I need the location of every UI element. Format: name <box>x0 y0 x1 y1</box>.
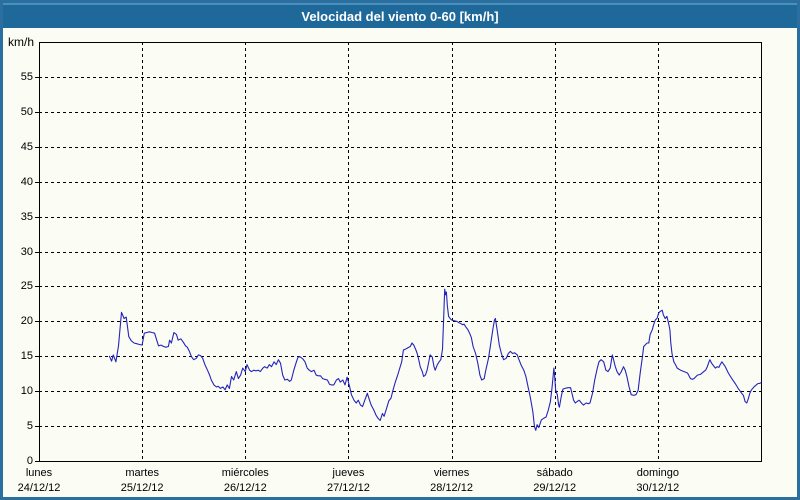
day-name: lunes <box>25 467 53 479</box>
wind-speed-series <box>108 288 762 431</box>
day-date: 30/12/12 <box>636 482 680 494</box>
y-tick-label: 40 <box>20 175 33 188</box>
y-tick-label: 20 <box>20 315 33 328</box>
day-name: jueves <box>332 467 365 479</box>
wind-speed-chart <box>35 42 762 462</box>
x-day-label: martes 25/12/12 <box>121 466 164 496</box>
day-date: 28/12/12 <box>430 482 473 494</box>
x-day-label: jueves 27/12/12 <box>327 466 370 496</box>
chart-title: Velocidad del viento 0-60 [km/h] <box>301 9 499 24</box>
day-name: domingo <box>636 467 679 479</box>
day-date: 25/12/12 <box>120 482 164 494</box>
y-axis-unit-label: km/h <box>7 35 34 49</box>
day-name: martes <box>125 467 159 479</box>
chart-area: 0 5 10 15 20 25 30 35 40 45 50 55 lunes 24/12/12 marte… <box>3 28 797 497</box>
y-tick-label: 55 <box>20 70 33 83</box>
day-name: sábado <box>536 467 573 479</box>
x-day-label: lunes 24/12/12 <box>18 466 61 496</box>
day-date: 26/12/12 <box>223 482 267 494</box>
day-date: 27/12/12 <box>327 482 370 494</box>
y-tick-label: 10 <box>20 385 33 398</box>
y-tick-label: 50 <box>20 105 33 118</box>
y-tick-label: 15 <box>20 350 33 363</box>
day-name: viernes <box>433 467 470 479</box>
x-day-label: domingo 30/12/12 <box>636 466 679 496</box>
day-date: 24/12/12 <box>17 482 61 494</box>
y-tick-label: 5 <box>26 420 33 433</box>
day-name: miércoles <box>221 467 269 479</box>
x-day-label: viernes 28/12/12 <box>430 466 473 496</box>
y-tick-label: 45 <box>20 140 33 153</box>
y-tick-label: 0 <box>26 455 33 467</box>
y-tick-label: 25 <box>20 280 33 293</box>
day-date: 29/12/12 <box>533 482 577 494</box>
title-bar: Velocidad del viento 0-60 [km/h] <box>3 3 797 28</box>
y-tick-label: 30 <box>20 245 33 258</box>
x-day-label: sábado 29/12/12 <box>533 466 576 496</box>
x-day-label: miércoles 26/12/12 <box>222 466 269 496</box>
plot-border <box>39 42 762 462</box>
y-tick-label: 35 <box>20 210 33 223</box>
